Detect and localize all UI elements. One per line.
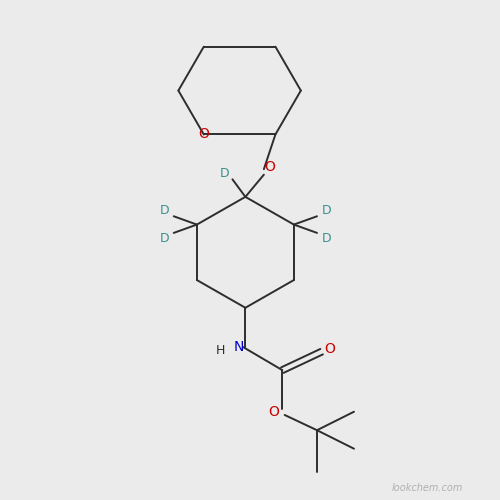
Text: D: D [160, 204, 170, 217]
Text: D: D [322, 204, 331, 217]
Text: lookchem.com: lookchem.com [391, 482, 462, 492]
Text: N: N [234, 340, 243, 354]
Text: D: D [160, 232, 170, 245]
Text: D: D [322, 232, 331, 245]
Text: D: D [220, 168, 229, 180]
Text: O: O [198, 128, 209, 141]
Text: O: O [264, 160, 275, 174]
Text: O: O [324, 342, 336, 356]
Text: O: O [268, 404, 280, 418]
Text: H: H [216, 344, 226, 357]
